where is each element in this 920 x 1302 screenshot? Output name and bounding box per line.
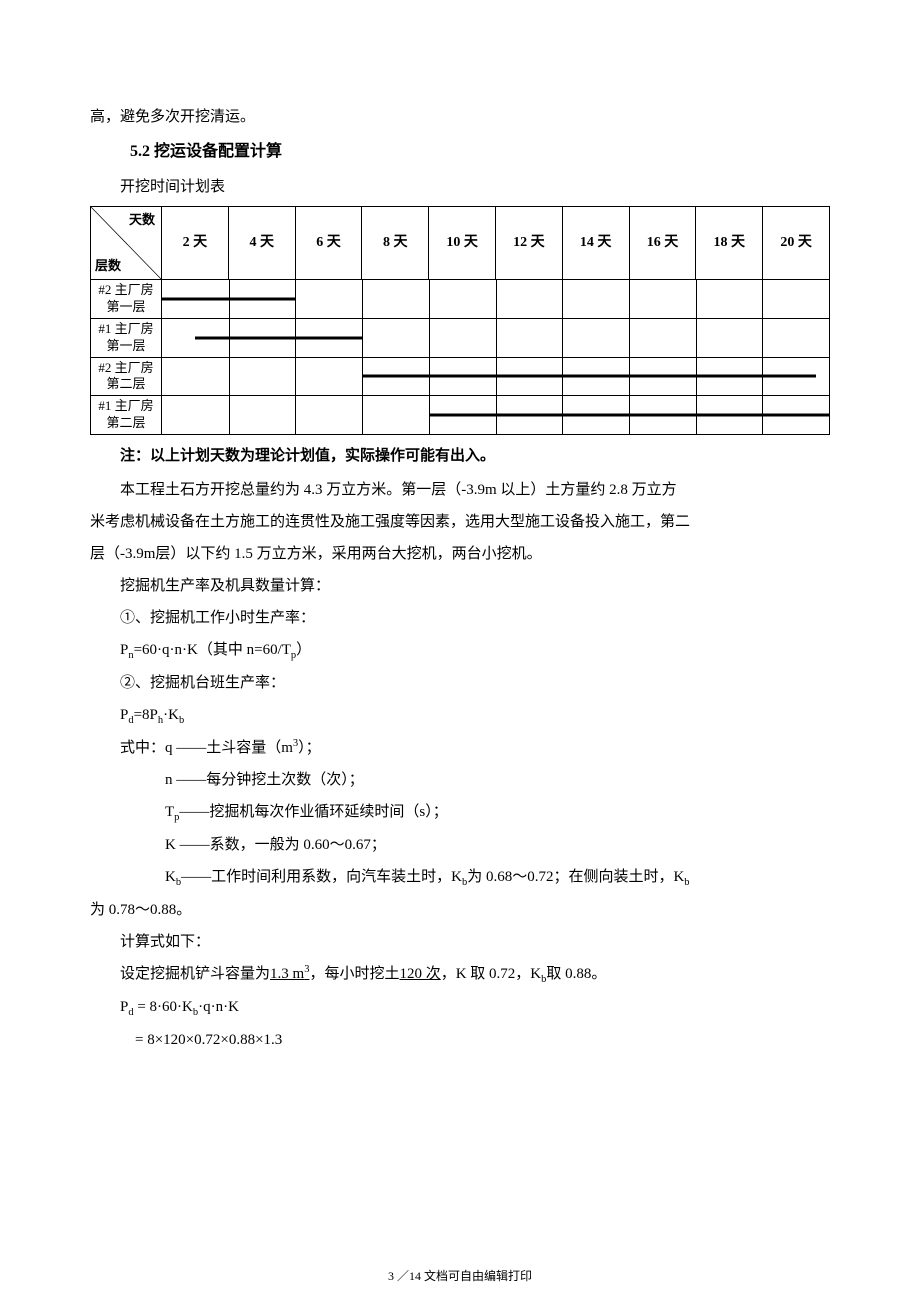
body-paragraph: 本工程土石方开挖总量约为 4.3 万立方米。第一层（-3.9m 以上）土方量约 … [90,475,830,505]
table-row: #1 主厂房第二层 [91,396,830,435]
col-header: 12 天 [495,207,562,280]
table-note: 注：以上计划天数为理论计划值，实际操作可能有出入。 [90,441,830,471]
col-header: 10 天 [429,207,496,280]
page-footer: 3 ／14 文档可自由编辑打印 [0,1264,920,1288]
body-paragraph: 计算式如下： [90,927,830,957]
table-row: #1 主厂房第一层 [91,318,830,357]
definition-line: n ——每分钟挖土次数（次）； [90,765,830,795]
definition-line: Tp——挖掘机每次作业循环延续时间（s）； [90,797,830,828]
text: ，每小时挖土 [309,966,399,982]
gantt-bar [362,375,816,378]
col-header: 8 天 [362,207,429,280]
continuation-line: 高，避免多次开挖清运。 [90,102,830,132]
col-header: 4 天 [228,207,295,280]
diag-bottom-label: 层数 [95,257,121,275]
underlined-value: 120 次 [399,966,440,982]
col-header: 2 天 [162,207,229,280]
body-paragraph: ②、挖掘机台班生产率： [90,668,830,698]
col-header: 6 天 [295,207,362,280]
formula: = 8×120×0.72×0.88×1.3 [90,1025,830,1055]
page: 高，避免多次开挖清运。 5.2 挖运设备配置计算 开挖时间计划表 天数 层数 2… [0,0,920,1302]
col-header: 18 天 [696,207,763,280]
table-row: #2 主厂房第一层 [91,280,830,319]
col-header: 16 天 [629,207,696,280]
row-label: #2 主厂房第一层 [91,280,162,319]
table-row: #2 主厂房第二层 [91,357,830,396]
gantt-bar [195,336,362,339]
formula: Pd = 8·60·Kb·q·n·K [90,992,830,1023]
body-paragraph: 挖掘机生产率及机具数量计算： [90,571,830,601]
formula: Pn=60·q·n·K（其中 n=60/Tp） [90,635,830,666]
table-header-row: 天数 层数 2 天 4 天 6 天 8 天 10 天 12 天 14 天 16 … [91,207,830,280]
gantt-bar-cell [162,318,830,357]
col-header: 14 天 [562,207,629,280]
text: ，K 取 0.72，Kb取 0.88。 [441,966,607,982]
text: 设定挖掘机铲斗容量为 [120,966,270,982]
body-paragraph: ①、挖掘机工作小时生产率： [90,603,830,633]
formula: Pd=8Ph·Kb [90,700,830,731]
gantt-bar-cell [162,396,830,435]
row-label: #1 主厂房第二层 [91,396,162,435]
definition-line: Kb——工作时间利用系数，向汽车装土时，Kb为 0.68～0.72；在侧向装土时… [90,862,830,893]
gantt-bar-cell [162,357,830,396]
table-corner-cell: 天数 层数 [91,207,162,280]
underlined-value: 1.3 m3 [270,966,309,982]
definition-line: K ——系数，一般为 0.60～0.67； [90,830,830,860]
diag-top-label: 天数 [129,211,155,229]
table-title: 开挖时间计划表 [90,172,830,202]
gantt-bar-cell [162,280,830,319]
col-header: 20 天 [763,207,830,280]
definition-line: 式中：q ——土斗容量（m3）； [90,733,830,763]
definition-line: 为 0.78～0.88。 [90,895,830,925]
body-paragraph: 米考虑机械设备在土方施工的连贯性及施工强度等因素，选用大型施工设备投入施工，第二 [90,507,830,537]
row-label: #1 主厂房第一层 [91,318,162,357]
section-heading: 5.2 挖运设备配置计算 [90,136,830,168]
body-paragraph: 层（-3.9m层）以下约 1.5 万立方米，采用两台大挖机，两台小挖机。 [90,539,830,569]
schedule-table: 天数 层数 2 天 4 天 6 天 8 天 10 天 12 天 14 天 16 … [90,206,830,435]
body-paragraph: 设定挖掘机铲斗容量为1.3 m3，每小时挖土120 次，K 取 0.72，Kb取… [90,959,830,990]
row-label: #2 主厂房第二层 [91,357,162,396]
